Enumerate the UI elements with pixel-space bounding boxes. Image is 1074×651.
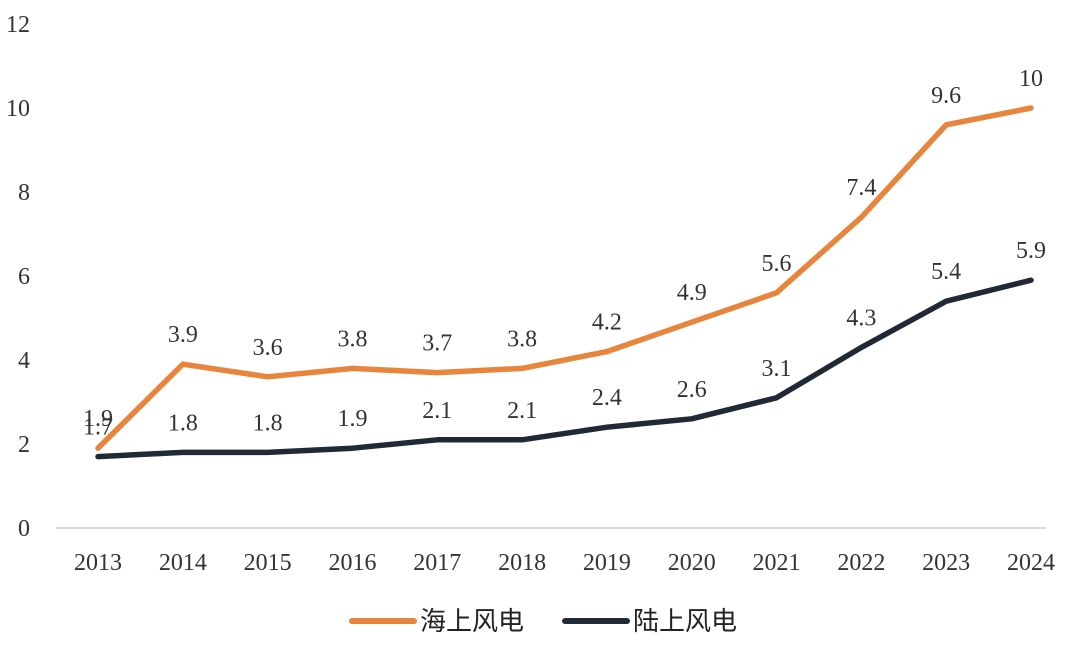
series-line-0 [95, 105, 1034, 451]
data-label: 1.7 [83, 415, 113, 441]
data-label: 5.6 [762, 251, 792, 277]
y-tick-label: 0 [18, 516, 30, 542]
data-label: 5.9 [1016, 238, 1046, 264]
data-label: 3.6 [253, 335, 283, 361]
data-label: 5.4 [931, 259, 961, 285]
data-label: 10 [1019, 66, 1043, 92]
data-label: 3.1 [762, 356, 792, 382]
x-tick-label: 2015 [244, 550, 292, 576]
x-tick-label: 2013 [74, 550, 122, 576]
legend-label: 陆上风电 [633, 607, 737, 636]
data-label: 2.1 [507, 398, 537, 424]
y-axis-ticks: 0 2 4 6 8 10 12 [6, 12, 30, 542]
y-tick-label: 2 [18, 432, 30, 458]
x-tick-label: 2022 [837, 550, 885, 576]
data-label: 1.9 [83, 406, 113, 432]
data-label: 3.8 [337, 326, 367, 352]
data-label: 2.4 [592, 385, 622, 411]
y-tick-label: 6 [18, 264, 30, 290]
data-label: 4.3 [846, 305, 876, 331]
legend: 海上风电 陆上风电 [349, 607, 737, 636]
data-label: 1.8 [253, 410, 283, 436]
data-label: 7.4 [846, 175, 876, 201]
x-tick-label: 2016 [328, 550, 376, 576]
x-tick-label: 2023 [922, 550, 970, 576]
data-label: 4.9 [677, 280, 707, 306]
data-label: 3.7 [422, 331, 452, 357]
data-label: 2.1 [422, 398, 452, 424]
x-tick-label: 2018 [498, 550, 546, 576]
data-label: 1.8 [168, 410, 198, 436]
x-tick-label: 2019 [583, 550, 631, 576]
data-label: 2.6 [677, 377, 707, 403]
y-tick-label: 8 [18, 180, 30, 206]
legend-label: 海上风电 [420, 607, 524, 636]
x-tick-label: 2020 [668, 550, 716, 576]
series-line-1 [95, 277, 1034, 460]
x-tick-label: 2014 [159, 550, 207, 576]
data-label: 1.9 [337, 406, 367, 432]
x-axis-ticks: 2013 2014 2015 2016 2017 2018 2019 2020 2021 2022… [74, 550, 1055, 576]
y-tick-label: 4 [18, 348, 30, 374]
data-label: 3.8 [507, 326, 537, 352]
x-tick-label: 2017 [413, 550, 461, 576]
data-label: 9.6 [931, 83, 961, 109]
y-tick-label: 10 [6, 96, 30, 122]
data-label: 4.2 [592, 310, 622, 336]
x-tick-label: 2021 [753, 550, 801, 576]
x-tick-label: 2024 [1007, 550, 1055, 576]
y-tick-label: 12 [6, 12, 30, 38]
series-lines [95, 105, 1034, 460]
data-label: 3.9 [168, 322, 198, 348]
